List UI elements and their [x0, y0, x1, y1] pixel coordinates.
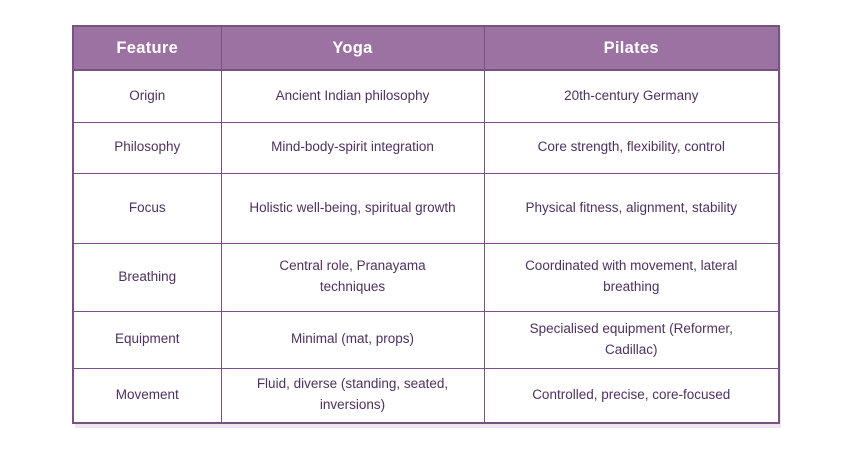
yoga-cell: Ancient Indian philosophy: [220, 69, 485, 123]
feature-cell: Philosophy: [72, 121, 222, 174]
yoga-cell: Holistic well-being, spiritual growth: [220, 172, 485, 244]
comparison-table-container: Feature Yoga Pilates Origin Ancient Indi…: [72, 25, 780, 424]
yoga-cell: Central role, Pranayama techniques: [220, 242, 485, 312]
pilates-cell: Specialised equipment (Reformer, Cadilla…: [483, 310, 780, 369]
header-cell-pilates: Pilates: [483, 25, 780, 71]
pilates-cell: Controlled, precise, core-focused: [483, 367, 780, 424]
table-row-philosophy: Philosophy Mind-body-spirit integration …: [72, 121, 780, 174]
header-cell-yoga: Yoga: [220, 25, 485, 71]
header-row: Feature Yoga Pilates: [72, 25, 780, 71]
feature-cell: Movement: [72, 367, 222, 424]
header-cell-feature: Feature: [72, 25, 222, 71]
pilates-cell: Core strength, flexibility, control: [483, 121, 780, 174]
pilates-cell: Physical fitness, alignment, stability: [483, 172, 780, 244]
feature-cell: Origin: [72, 69, 222, 123]
table-row-focus: Focus Holistic well-being, spiritual gro…: [72, 172, 780, 244]
pilates-cell: Coordinated with movement, lateral breat…: [483, 242, 780, 312]
feature-cell: Equipment: [72, 310, 222, 369]
table-row-movement: Movement Fluid, diverse (standing, seate…: [72, 367, 780, 424]
pilates-cell: 20th-century Germany: [483, 69, 780, 123]
yoga-cell: Minimal (mat, props): [220, 310, 485, 369]
yoga-cell: Mind-body-spirit integration: [220, 121, 485, 174]
yoga-cell: Fluid, diverse (standing, seated, invers…: [220, 367, 485, 424]
table-row-breathing: Breathing Central role, Pranayama techni…: [72, 242, 780, 312]
yoga-vs-pilates-table: Feature Yoga Pilates Origin Ancient Indi…: [72, 25, 780, 424]
table-row-equipment: Equipment Minimal (mat, props) Specialis…: [72, 310, 780, 369]
table-row-origin: Origin Ancient Indian philosophy 20th-ce…: [72, 69, 780, 123]
feature-cell: Breathing: [72, 242, 222, 312]
feature-cell: Focus: [72, 172, 222, 244]
